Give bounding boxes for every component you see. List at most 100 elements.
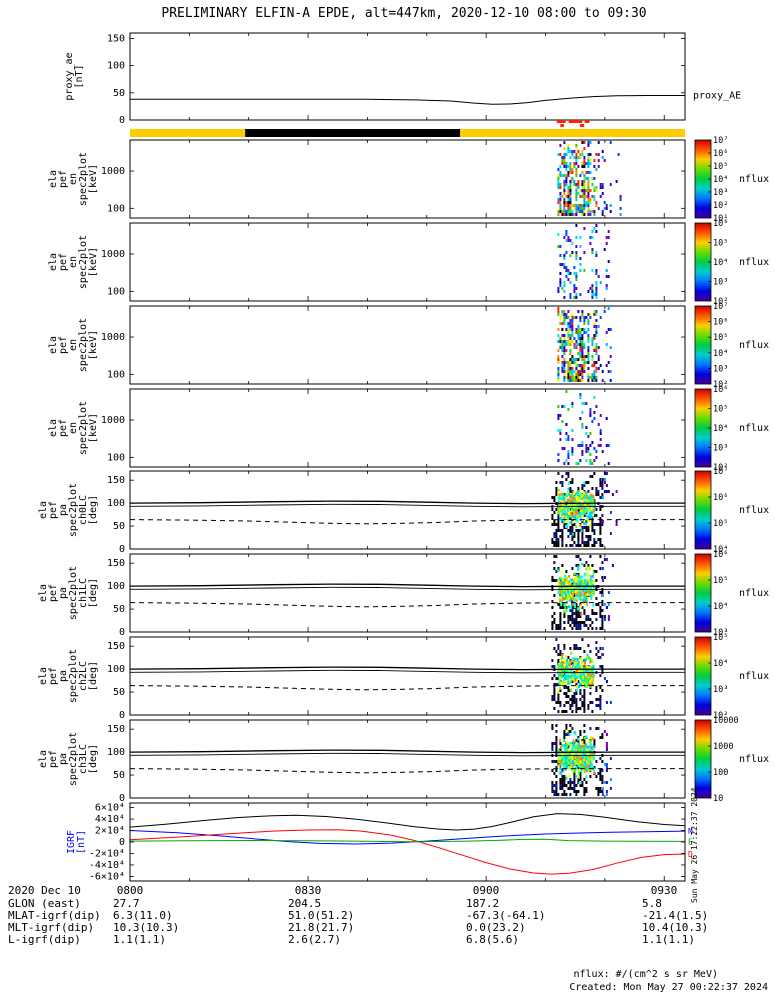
svg-text:-6×10⁴: -6×10⁴ <box>89 871 125 882</box>
svg-text:pef: pef <box>58 419 69 437</box>
svg-text:N: N <box>688 827 693 836</box>
svg-text:150: 150 <box>107 475 125 486</box>
svg-text:pa: pa <box>58 504 69 516</box>
svg-text:pa: pa <box>58 587 69 599</box>
svg-text:10⁴: 10⁴ <box>713 175 728 185</box>
svg-text:0: 0 <box>119 710 125 721</box>
panel-en_spec_a: 10⁷ 10⁶ 10⁵ 10⁴ 10³ 10² 10¹ nflux 100 1000 ela pef e… <box>48 136 769 224</box>
svg-text:0: 0 <box>119 544 125 555</box>
svg-text:nflux: nflux <box>739 671 769 682</box>
svg-text:nflux: nflux <box>739 754 769 765</box>
svg-text:10⁶: 10⁶ <box>713 385 728 395</box>
svg-text:10⁶: 10⁶ <box>713 149 728 159</box>
svg-text:10⁵: 10⁵ <box>713 239 728 249</box>
side-timestamp: Sun May 26 17:22:37 2024 <box>690 787 699 903</box>
svg-text:10⁴: 10⁴ <box>713 602 728 612</box>
svg-text:[nT]: [nT] <box>74 64 85 88</box>
panel-pa_spec_ch0lc: 10⁷ 10⁶ 10⁵ 10⁴ nflux 0 50 100 150 ela pef pa spec2p… <box>38 467 769 555</box>
panel-proxy_ae: proxy_AE 0 50 100 150 proxy_ae [nT] <box>64 32 741 126</box>
svg-text:0: 0 <box>119 793 125 804</box>
created-timestamp: Created: Mon May 27 00:22:37 2024 <box>569 982 768 993</box>
svg-text:pef: pef <box>58 170 69 188</box>
svg-text:ch2LC: ch2LC <box>78 661 89 691</box>
svg-text:pef: pef <box>48 750 59 768</box>
svg-text:[deg]: [deg] <box>88 661 99 691</box>
row-label-mlat: MLAT-igrf(dip) <box>8 909 101 922</box>
x-tick-label-0900: 0900 <box>472 884 500 897</box>
mlat-value-0: 6.3(11.0) <box>113 909 173 922</box>
svg-text:150: 150 <box>107 558 125 569</box>
glon-value-1: 204.5 <box>288 897 322 910</box>
glon-value-2: 187.2 <box>466 897 500 910</box>
svg-text:en: en <box>68 339 79 351</box>
svg-text:pef: pef <box>58 253 69 271</box>
svg-text:10⁶: 10⁶ <box>713 219 728 229</box>
svg-text:10: 10 <box>713 794 723 804</box>
x-tick-label-0800: 0800 <box>116 884 144 897</box>
svg-text:10³: 10³ <box>713 444 728 454</box>
svg-text:ela: ela <box>48 253 59 271</box>
svg-text:10⁶: 10⁶ <box>713 318 728 328</box>
svg-text:proxy_AE: proxy_AE <box>693 91 741 102</box>
svg-text:10⁷: 10⁷ <box>713 467 728 477</box>
svg-text:nflux: nflux <box>739 423 769 434</box>
svg-text:100: 100 <box>107 369 125 380</box>
svg-text:en: en <box>68 422 79 434</box>
svg-text:[keV]: [keV] <box>88 413 99 443</box>
svg-text:10⁵: 10⁵ <box>713 333 728 343</box>
panel-orbit_bar <box>130 120 685 137</box>
svg-text:spec2plot: spec2plot <box>68 649 79 703</box>
plot-title: PRELIMINARY ELFIN-A EPDE, alt=447km, 202… <box>161 6 647 21</box>
svg-text:spec2plot: spec2plot <box>68 483 79 537</box>
nflux-units-label: nflux: #/(cm^2 s sr MeV) <box>573 969 719 980</box>
x-tick-label-0830: 0830 <box>294 884 322 897</box>
svg-text:[deg]: [deg] <box>88 744 99 774</box>
svg-text:10²: 10² <box>713 380 728 390</box>
svg-text:10⁵: 10⁵ <box>713 405 728 415</box>
svg-text:D: D <box>688 850 693 859</box>
svg-text:[keV]: [keV] <box>88 330 99 360</box>
svg-text:10⁵: 10⁵ <box>713 519 728 529</box>
glon-value-3: 5.8 <box>642 897 662 910</box>
svg-text:100: 100 <box>107 747 125 758</box>
svg-text:nflux: nflux <box>739 505 769 516</box>
svg-text:10⁴: 10⁴ <box>713 424 728 434</box>
svg-text:0: 0 <box>119 627 125 638</box>
svg-text:50: 50 <box>113 770 125 781</box>
lshell-value-3: 1.1(1.1) <box>642 933 695 946</box>
svg-text:1000: 1000 <box>101 166 125 177</box>
svg-text:10⁴: 10⁴ <box>713 659 728 669</box>
lshell-value-1: 2.6(2.7) <box>288 933 341 946</box>
svg-text:2×10⁴: 2×10⁴ <box>95 826 125 837</box>
svg-text:nflux: nflux <box>739 257 769 268</box>
svg-text:100: 100 <box>107 61 125 72</box>
svg-text:ela: ela <box>38 667 49 685</box>
date-label: 2020 Dec 10 <box>8 884 81 897</box>
svg-text:10⁴: 10⁴ <box>713 258 728 268</box>
svg-text:50: 50 <box>113 687 125 698</box>
svg-text:-4×10⁴: -4×10⁴ <box>89 860 125 871</box>
svg-text:150: 150 <box>107 724 125 735</box>
svg-text:ela: ela <box>38 584 49 602</box>
svg-text:10⁵: 10⁵ <box>713 576 728 586</box>
svg-text:10000: 10000 <box>713 716 739 726</box>
mlt-value-1: 21.8(21.7) <box>288 921 355 934</box>
svg-text:6×10⁴: 6×10⁴ <box>95 803 125 814</box>
svg-text:nflux: nflux <box>739 588 769 599</box>
glon-value-0: 27.7 <box>113 897 140 910</box>
svg-text:100: 100 <box>713 768 728 778</box>
svg-text:nflux: nflux <box>739 174 769 185</box>
svg-text:ch3LC: ch3LC <box>78 744 89 774</box>
svg-text:50: 50 <box>113 88 125 99</box>
svg-text:1000: 1000 <box>101 415 125 426</box>
mlat-value-1: 51.0(51.2) <box>288 909 355 922</box>
svg-text:spec2plot: spec2plot <box>78 318 89 372</box>
svg-text:-2×10⁴: -2×10⁴ <box>89 848 125 859</box>
svg-text:10²: 10² <box>713 463 728 473</box>
mlat-value-3: -21.4(1.5) <box>642 909 709 922</box>
svg-text:pa: pa <box>58 753 69 765</box>
svg-text:1000: 1000 <box>101 332 125 343</box>
svg-text:[keV]: [keV] <box>88 247 99 277</box>
row-label-lshell: L-igrf(dip) <box>8 933 81 946</box>
